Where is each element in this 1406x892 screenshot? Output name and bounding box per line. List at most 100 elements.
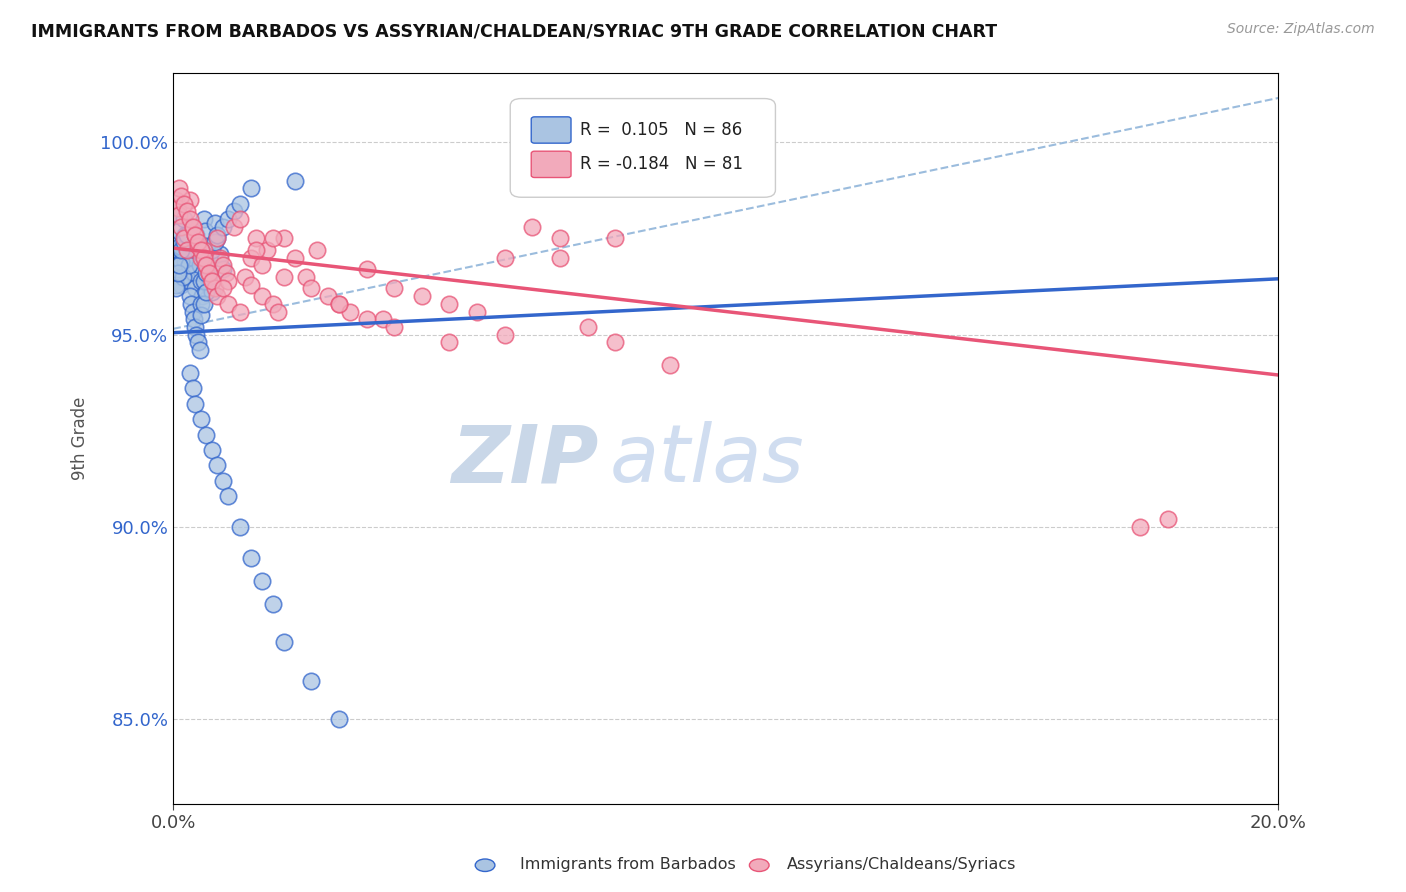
Point: [179, 219, 201, 234]
Point: [195, 285, 218, 300]
Point: [173, 235, 195, 250]
Point: [195, 239, 218, 253]
Point: [239, 277, 262, 292]
Point: [382, 319, 405, 334]
Point: [195, 266, 218, 280]
Point: [284, 174, 307, 188]
Point: [165, 277, 187, 292]
Point: [190, 412, 212, 426]
Point: [201, 274, 224, 288]
Point: [179, 289, 201, 303]
Point: [207, 231, 229, 245]
Point: [181, 304, 204, 318]
Point: [228, 520, 250, 534]
Point: [228, 304, 250, 318]
Point: [411, 289, 433, 303]
Point: [273, 269, 295, 284]
Point: [173, 196, 195, 211]
Point: [187, 243, 209, 257]
Point: [167, 208, 190, 222]
Point: [190, 243, 212, 257]
Point: [181, 219, 204, 234]
Point: [328, 712, 350, 726]
Point: [172, 231, 194, 245]
Point: [198, 269, 221, 284]
Point: [299, 281, 322, 295]
Point: [215, 266, 238, 280]
Text: R =  0.105   N = 86: R = 0.105 N = 86: [579, 121, 742, 139]
Point: [198, 251, 221, 265]
Point: [245, 243, 267, 257]
Point: [179, 366, 201, 380]
Text: IMMIGRANTS FROM BARBADOS VS ASSYRIAN/CHALDEAN/SYRIAC 9TH GRADE CORRELATION CHART: IMMIGRANTS FROM BARBADOS VS ASSYRIAN/CHA…: [31, 22, 997, 40]
Point: [190, 309, 212, 323]
Point: [273, 635, 295, 649]
Point: [382, 281, 405, 295]
Point: [172, 269, 194, 284]
Point: [201, 443, 224, 458]
Point: [187, 335, 209, 350]
Point: [180, 235, 202, 250]
Text: Source: ZipAtlas.com: Source: ZipAtlas.com: [1227, 22, 1375, 37]
Point: [190, 274, 212, 288]
Point: [167, 258, 190, 272]
Point: [204, 281, 226, 295]
Point: [217, 274, 239, 288]
Point: [201, 243, 224, 257]
Point: [194, 224, 217, 238]
Point: [212, 281, 235, 295]
Point: [267, 304, 290, 318]
Point: [188, 258, 211, 272]
Point: [183, 266, 205, 280]
Point: [173, 247, 195, 261]
Point: [184, 227, 207, 242]
Point: [250, 289, 273, 303]
Point: [212, 262, 235, 277]
Point: [167, 181, 190, 195]
Point: [193, 243, 215, 257]
Point: [193, 251, 215, 265]
Point: [193, 274, 215, 288]
Point: [176, 243, 198, 257]
Point: [217, 489, 239, 503]
Point: [356, 312, 378, 326]
Point: [166, 243, 188, 257]
Point: [198, 266, 221, 280]
Point: [179, 212, 201, 227]
Point: [180, 297, 202, 311]
Point: [239, 181, 262, 195]
Point: [166, 266, 188, 280]
Point: [228, 212, 250, 227]
Point: [167, 224, 190, 238]
Point: [328, 297, 350, 311]
Point: [228, 196, 250, 211]
Point: [439, 297, 461, 311]
Point: [250, 258, 273, 272]
Point: [262, 297, 284, 311]
Point: [439, 335, 461, 350]
Point: [191, 289, 214, 303]
Point: [166, 201, 188, 215]
Point: [170, 277, 193, 292]
Text: atlas: atlas: [610, 421, 804, 500]
Point: [356, 262, 378, 277]
Point: [201, 274, 224, 288]
Point: [193, 297, 215, 311]
Point: [173, 212, 195, 227]
Point: [217, 297, 239, 311]
Point: [188, 343, 211, 357]
Point: [548, 251, 571, 265]
Point: [170, 219, 193, 234]
Point: [209, 251, 232, 265]
Point: [339, 304, 361, 318]
Point: [316, 289, 339, 303]
Point: [222, 204, 245, 219]
Point: [1129, 520, 1152, 534]
Point: [250, 574, 273, 588]
Point: [165, 281, 187, 295]
Point: [256, 243, 278, 257]
Point: [328, 297, 350, 311]
Point: [548, 231, 571, 245]
Point: [177, 258, 200, 272]
Text: R = -0.184   N = 81: R = -0.184 N = 81: [579, 155, 742, 173]
